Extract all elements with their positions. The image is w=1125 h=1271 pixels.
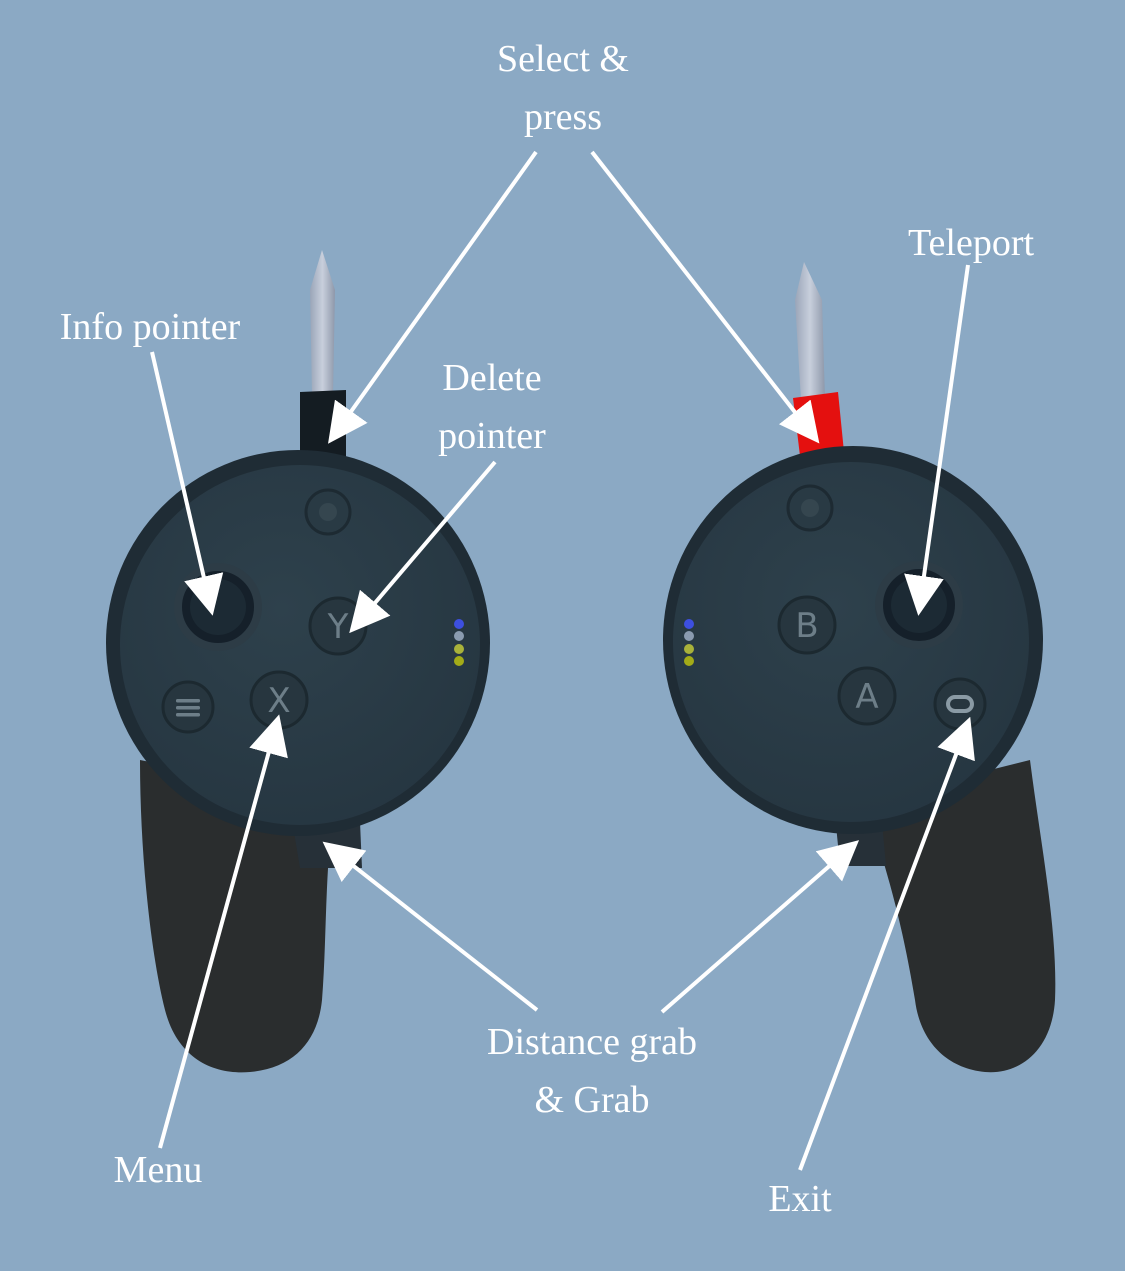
right-pointer-tip [795,262,825,400]
left-controller-face [120,465,480,825]
y-button-label: Y [327,607,349,647]
right-controller-face [673,462,1029,822]
label-menu: Menu [78,1141,238,1199]
label-info-pointer: Info pointer [30,298,270,356]
x-button-label: X [267,681,290,721]
b-button-label: B [795,606,818,646]
right-oculus-button [935,679,985,729]
right-controller: B A [663,262,1055,1072]
a-button-label: A [855,677,878,717]
label-exit: Exit [740,1170,860,1228]
left-pointer-tip [310,250,335,395]
label-select-press: Select & press [463,30,663,146]
arrow-grab-left [332,849,537,1010]
hamburger-icon [176,699,200,717]
arrow-select-right [592,152,812,434]
label-teleport: Teleport [871,214,1071,272]
label-distance-grab: Distance grab & Grab [456,1013,728,1129]
arrow-grab-right [662,848,850,1012]
right-pointer-sleeve [793,392,844,456]
left-pointer-sleeve [300,390,346,458]
label-delete-pointer: Delete pointer [392,349,592,465]
